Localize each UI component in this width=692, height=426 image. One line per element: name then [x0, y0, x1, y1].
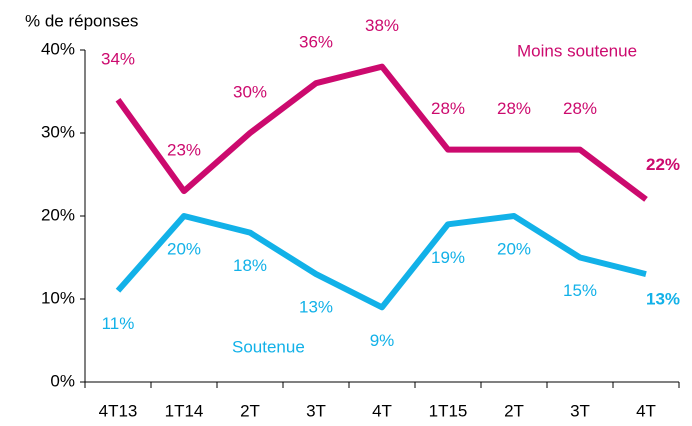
- series-label: Moins soutenue: [517, 41, 637, 60]
- data-label: 28%: [431, 99, 465, 118]
- y-tick-label: 10%: [41, 288, 75, 307]
- data-label: 20%: [167, 239, 201, 258]
- data-label: 15%: [563, 281, 597, 300]
- data-label: 28%: [563, 99, 597, 118]
- y-tick-label: 0%: [50, 371, 75, 390]
- data-label: 36%: [299, 33, 333, 52]
- data-label: 34%: [101, 49, 135, 68]
- data-label: 13%: [299, 298, 333, 317]
- y-tick-label: 30%: [41, 122, 75, 141]
- data-label: 22%: [646, 155, 680, 174]
- x-tick-label: 4T13: [99, 401, 138, 420]
- data-label: 11%: [102, 314, 135, 333]
- x-tick-label: 2T: [504, 401, 524, 420]
- x-tick-label: 2T: [240, 401, 260, 420]
- x-tick-label: 4T: [636, 401, 656, 420]
- data-label: 13%: [646, 290, 680, 309]
- y-axis-label: % de réponses: [25, 11, 138, 30]
- x-tick-label: 1T15: [429, 401, 468, 420]
- data-label: 23%: [167, 141, 201, 160]
- data-label: 28%: [497, 99, 531, 118]
- x-tick-label: 4T: [372, 401, 392, 420]
- x-tick-label: 3T: [306, 401, 326, 420]
- data-label: 18%: [233, 256, 267, 275]
- x-tick-label: 3T: [570, 401, 590, 420]
- series-line: [115, 63, 648, 202]
- series-label: Soutenue: [232, 337, 305, 356]
- data-label: 19%: [431, 248, 465, 267]
- data-label: 20%: [497, 239, 531, 258]
- data-label: 30%: [233, 82, 267, 101]
- y-tick-label: 20%: [41, 205, 75, 224]
- data-label: 38%: [365, 16, 399, 35]
- series-line: [115, 213, 647, 311]
- x-tick-label: 1T14: [165, 401, 204, 420]
- y-tick-label: 40%: [41, 39, 75, 58]
- data-label: 9%: [370, 331, 395, 350]
